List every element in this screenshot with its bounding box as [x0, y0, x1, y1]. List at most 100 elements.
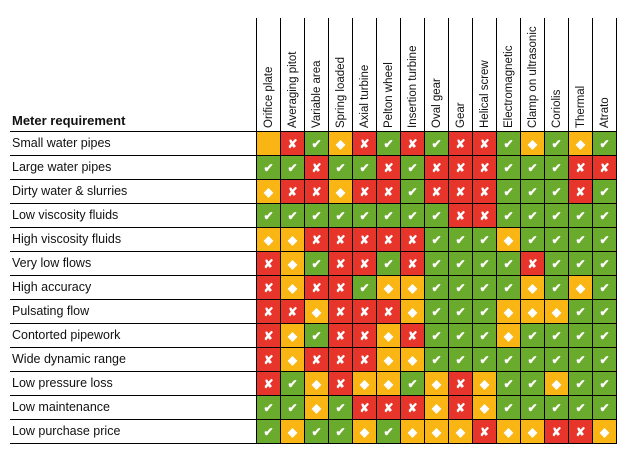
- rating-cell: ✔: [545, 204, 568, 227]
- column-header-label: Orifice plate: [263, 66, 275, 128]
- rating-cell: ✘: [353, 228, 376, 251]
- column-divider: [376, 18, 377, 444]
- rating-cell: ◆: [377, 372, 400, 395]
- rating-cell: ✔: [305, 252, 328, 275]
- rating-cell: ✔: [497, 204, 520, 227]
- rating-cell: ◆: [401, 348, 424, 371]
- rating-cell: ✘: [305, 180, 328, 203]
- rating-cell: ✘: [305, 276, 328, 299]
- rating-cell: ◆: [329, 180, 352, 203]
- rating-cell: ✔: [569, 228, 592, 251]
- column-header-8: Gear: [448, 10, 472, 128]
- column-divider: [256, 18, 257, 444]
- rating-cell: ✔: [545, 348, 568, 371]
- table-title: Meter requirement: [12, 113, 126, 128]
- rating-cell: ✘: [401, 228, 424, 251]
- row-divider: [10, 155, 617, 156]
- column-header-9: Helical screw: [472, 10, 496, 128]
- rating-cell: ◆: [521, 300, 544, 323]
- rating-cell: ✔: [593, 300, 616, 323]
- row-label: Low maintenance: [12, 400, 110, 414]
- row-divider: [10, 395, 617, 396]
- rating-cell: ✔: [497, 276, 520, 299]
- rating-cell: ◆: [281, 420, 304, 443]
- rating-cell: ✔: [281, 396, 304, 419]
- rating-cell: ✘: [305, 348, 328, 371]
- rating-cell: ✔: [593, 204, 616, 227]
- rating-cell: ✔: [521, 348, 544, 371]
- rating-cell: ✘: [545, 420, 568, 443]
- rating-cell: ✔: [593, 348, 616, 371]
- rating-cell: ✘: [329, 276, 352, 299]
- row-divider: [10, 131, 617, 132]
- rating-cell: ✔: [425, 348, 448, 371]
- column-header-5: Pelton wheel: [376, 10, 400, 128]
- column-header-label: Pelton wheel: [383, 62, 395, 128]
- rating-cell: ✔: [497, 252, 520, 275]
- rating-cell: ✘: [473, 156, 496, 179]
- rating-cell: ✔: [473, 228, 496, 251]
- rating-cell: ✘: [401, 252, 424, 275]
- column-header-label: Electromagnetic: [503, 45, 515, 128]
- rating-cell: ✔: [425, 204, 448, 227]
- rating-cell: ✔: [593, 252, 616, 275]
- rating-cell: ◆: [281, 228, 304, 251]
- rating-cell: ✔: [425, 324, 448, 347]
- column-header-6: Insertion turbine: [400, 10, 424, 128]
- row-label: Dirty water & slurries: [12, 184, 128, 198]
- rating-cell: ✔: [569, 348, 592, 371]
- rating-cell: [257, 132, 280, 155]
- rating-cell: ✔: [377, 204, 400, 227]
- row-label: Pulsating flow: [12, 304, 90, 318]
- rating-cell: ✔: [545, 132, 568, 155]
- rating-cell: ◆: [449, 420, 472, 443]
- rating-cell: ✔: [257, 396, 280, 419]
- rating-cell: ✘: [257, 324, 280, 347]
- rating-cell: ✘: [353, 132, 376, 155]
- rating-cell: ✔: [497, 396, 520, 419]
- rating-cell: ✘: [257, 276, 280, 299]
- column-header-11: Clamp on ultrasonic: [520, 10, 544, 128]
- rating-cell: ✘: [569, 180, 592, 203]
- rating-cell: ✔: [425, 132, 448, 155]
- rating-cell: ✘: [377, 180, 400, 203]
- rating-cell: ◆: [521, 420, 544, 443]
- rating-cell: ✔: [545, 396, 568, 419]
- rating-cell: ✘: [377, 300, 400, 323]
- row-label: Large water pipes: [12, 160, 112, 174]
- column-header-12: Coriolis: [544, 10, 568, 128]
- rating-cell: ✔: [329, 156, 352, 179]
- rating-cell: ✔: [305, 420, 328, 443]
- rating-cell: ◆: [281, 348, 304, 371]
- rating-cell: ◆: [305, 396, 328, 419]
- rating-cell: ✔: [521, 228, 544, 251]
- row-label: Contorted pipework: [12, 328, 121, 342]
- rating-cell: ✔: [401, 204, 424, 227]
- rating-cell: ✘: [281, 180, 304, 203]
- rating-cell: ✔: [329, 204, 352, 227]
- rating-cell: ✔: [281, 372, 304, 395]
- rating-cell: ◆: [497, 300, 520, 323]
- rating-cell: ✘: [401, 324, 424, 347]
- rating-cell: ✔: [545, 228, 568, 251]
- rating-cell: ✔: [545, 156, 568, 179]
- column-divider: [424, 18, 425, 444]
- rating-cell: ◆: [569, 276, 592, 299]
- rating-cell: ✔: [473, 276, 496, 299]
- rating-cell: ◆: [401, 276, 424, 299]
- rating-cell: ✔: [353, 204, 376, 227]
- column-header-2: Variable area: [304, 10, 328, 128]
- rating-cell: ✔: [569, 300, 592, 323]
- rating-cell: ✔: [569, 396, 592, 419]
- rating-cell: ✘: [329, 252, 352, 275]
- column-header-10: Electromagnetic: [496, 10, 520, 128]
- column-header-14: Atrato: [592, 10, 616, 128]
- column-header-1: Averaging pitot: [280, 10, 304, 128]
- rating-cell: ◆: [305, 300, 328, 323]
- rating-cell: ✔: [593, 276, 616, 299]
- rating-cell: ✔: [377, 420, 400, 443]
- row-label: Wide dynamic range: [12, 352, 126, 366]
- rating-cell: ◆: [521, 276, 544, 299]
- rating-cell: ✘: [257, 300, 280, 323]
